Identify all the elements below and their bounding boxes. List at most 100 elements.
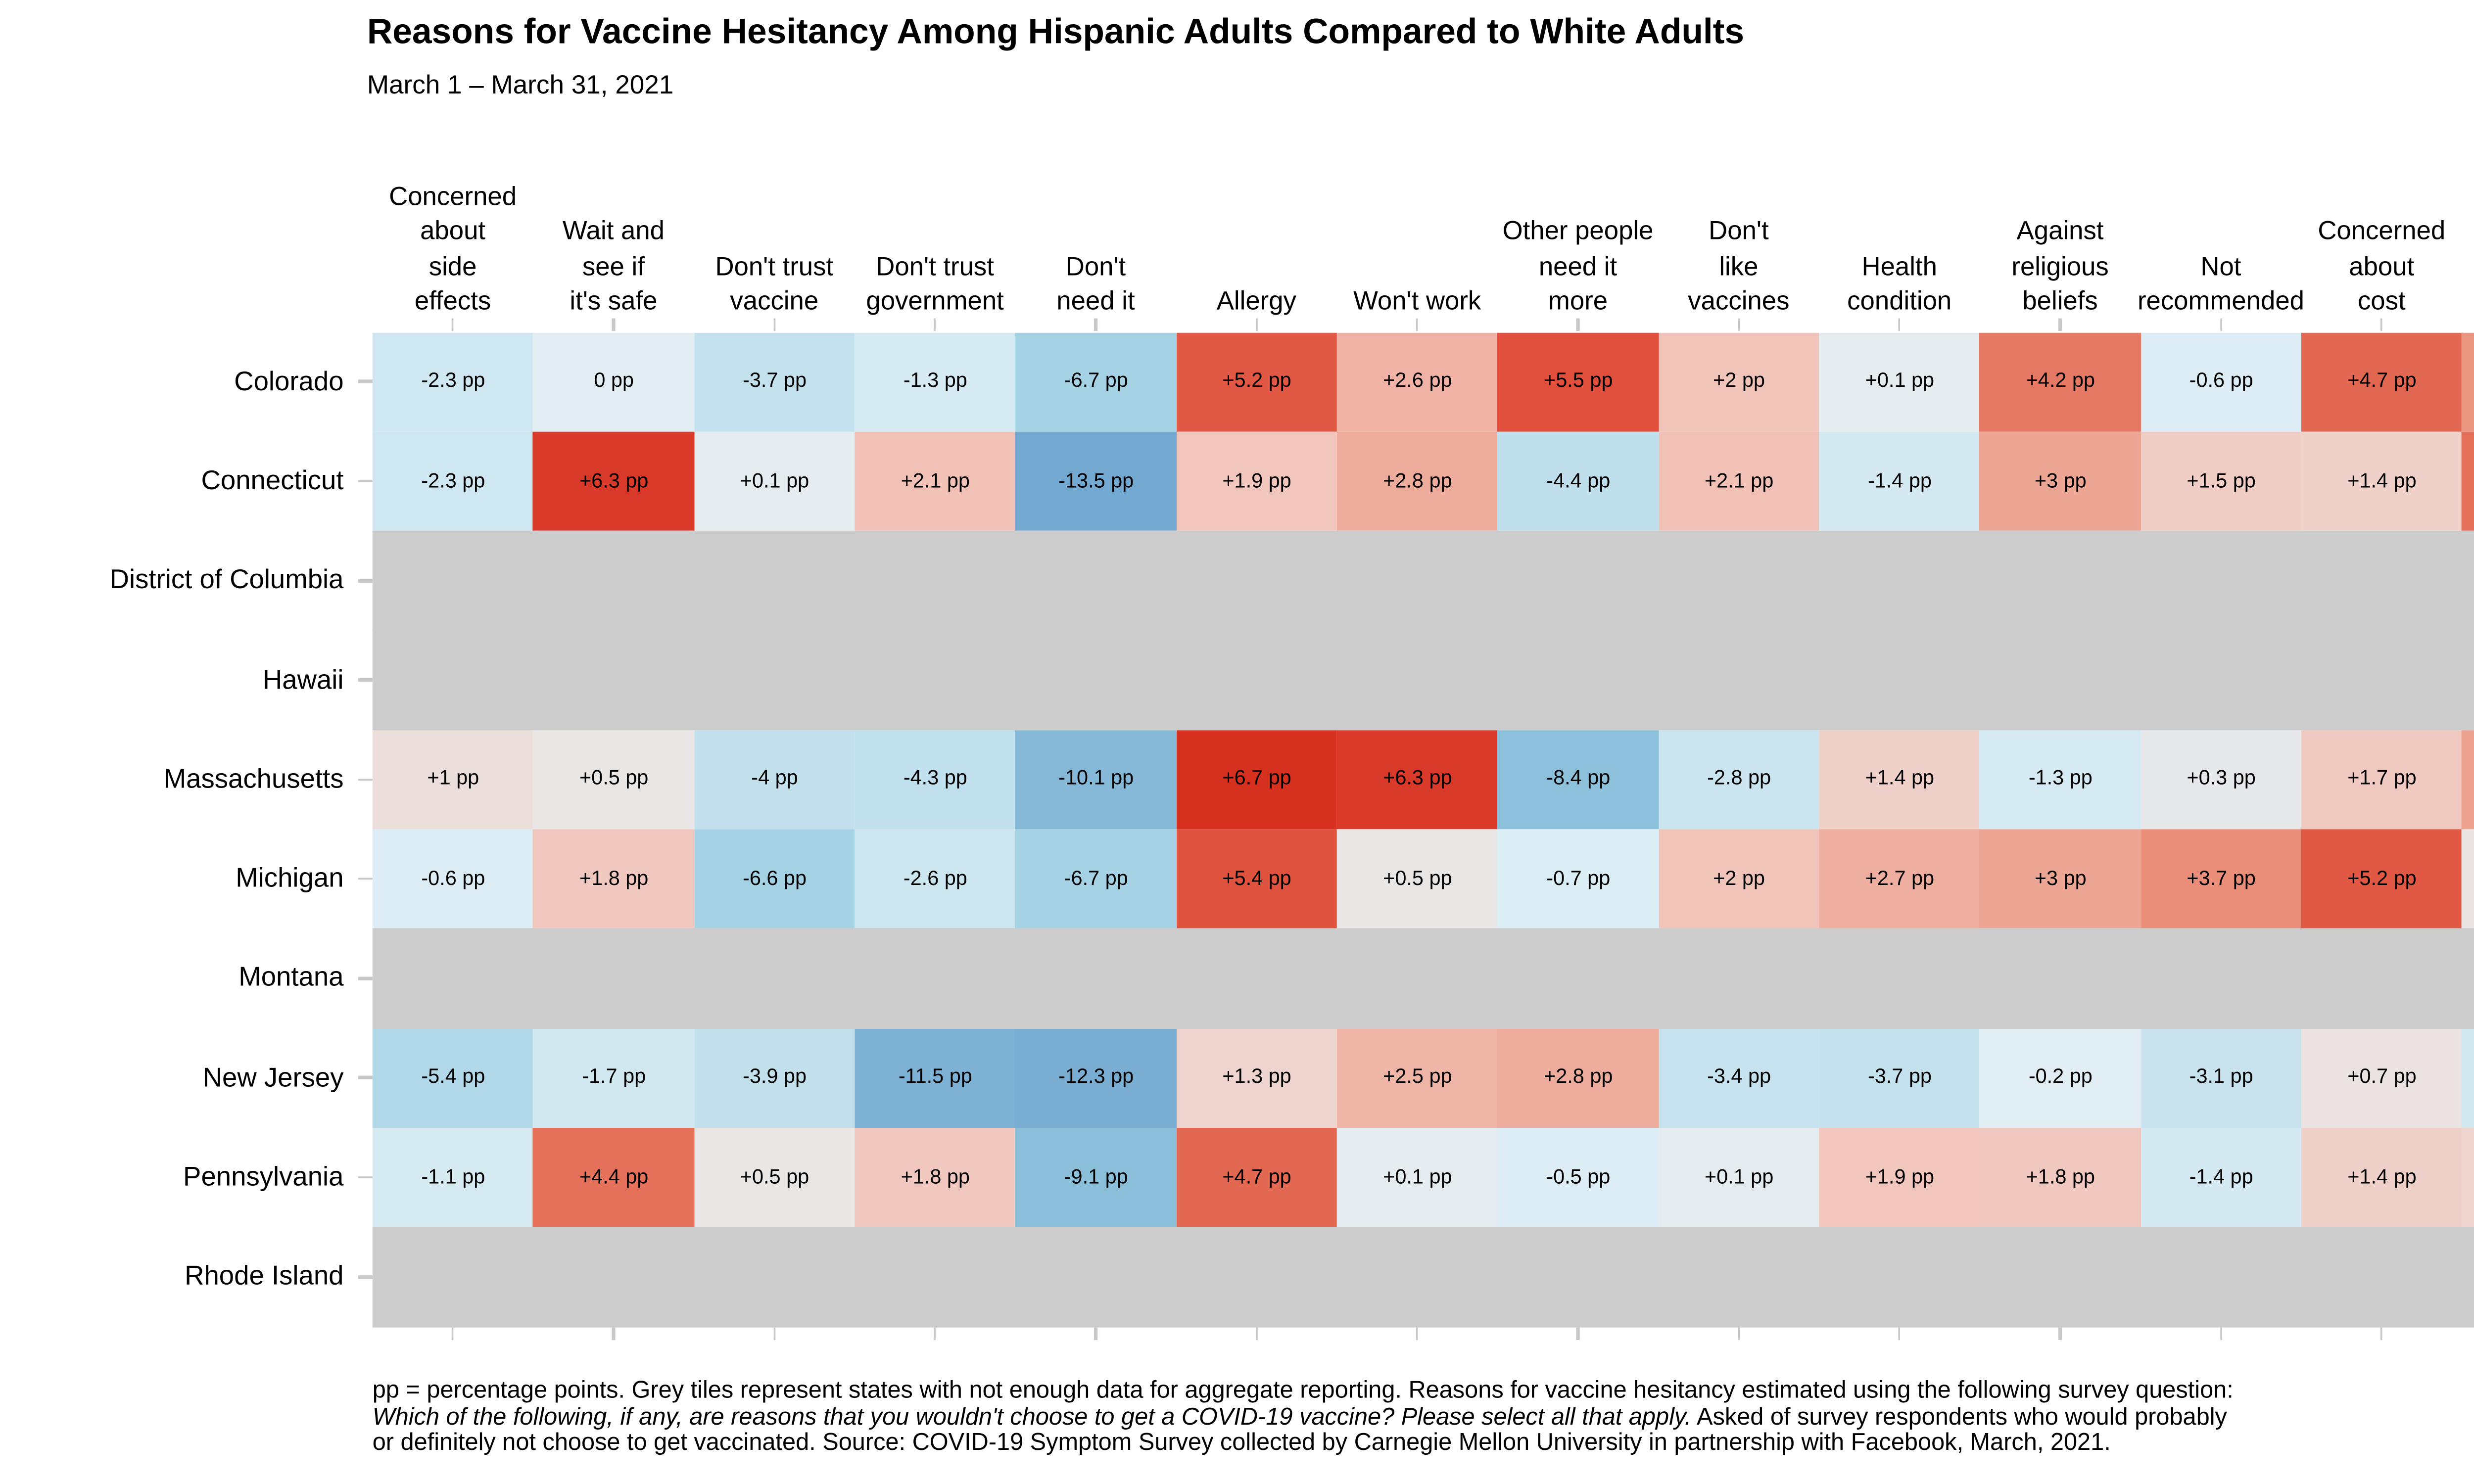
heatmap-cell: +3.7 pp (2141, 829, 2302, 929)
heatmap-cell: +0.1 pp (1336, 1127, 1499, 1228)
axis-tick-top (772, 317, 776, 331)
heatmap-cell: -2.6 pp (855, 829, 1016, 929)
col-header-line: Don't trust (715, 253, 834, 282)
col-header-line: Concerned (2318, 218, 2446, 247)
no-data-band (372, 928, 2474, 1029)
axis-tick-left (358, 678, 372, 682)
axis-tick-bottom (2219, 1326, 2223, 1341)
cell-value: -1.4 pp (1867, 470, 1932, 492)
col-header: Concerned about side effects (341, 182, 565, 320)
row-label: District of Columbia (109, 565, 344, 596)
heatmap-cell: +0.5 pp (1336, 829, 1499, 929)
heatmap-cell: +4.7 pp (1176, 1127, 1338, 1228)
cell-value: +1.4 pp (2347, 470, 2417, 492)
axis-tick-left (358, 380, 372, 383)
col-header-line: religious (2011, 253, 2109, 282)
heatmap-cell: -2.8 pp (1658, 730, 1820, 830)
heatmap-cell: +3.5 pp (2462, 331, 2474, 432)
cell-value: +2.7 pp (1865, 868, 1935, 890)
cell-value: +2.8 pp (1383, 470, 1452, 492)
col-header-line: condition (1847, 287, 1952, 317)
cell-value: -9.1 pp (1064, 1166, 1128, 1189)
col-header-line: vaccines (1688, 287, 1790, 317)
footnote-line-2: Which of the following, if any, are reas… (372, 1402, 2227, 1430)
axis-tick-left (358, 1275, 372, 1279)
heatmap-cell: +0.1 pp (694, 431, 856, 532)
col-header-line: Don't (1065, 253, 1126, 282)
axis-tick-left (358, 579, 372, 582)
row-label: Colorado (234, 366, 344, 397)
heatmap-cell: +1.7 pp (2301, 730, 2463, 830)
cell-value: -11.5 pp (898, 1067, 972, 1089)
cell-value: -0.2 pp (2028, 1067, 2093, 1089)
cell-value: -1.1 pp (421, 1166, 485, 1189)
cell-value: -3.9 pp (743, 1067, 807, 1089)
heatmap-cell: +1.8 pp (1980, 1127, 2141, 1228)
col-header-line: Allergy (1216, 287, 1296, 317)
cell-value: +3 pp (2034, 470, 2087, 492)
cell-value: +1.5 pp (2187, 470, 2256, 492)
col-header-line: Wait and (562, 218, 665, 247)
heatmap-cell: +6.7 pp (1176, 730, 1338, 830)
axis-tick-top (1255, 317, 1258, 331)
row-label: Massachusetts (163, 764, 344, 795)
heatmap-cell: +3.1 pp (2462, 730, 2474, 830)
cell-value: +2.6 pp (1383, 371, 1452, 393)
col-header: Health condition (1788, 251, 2011, 321)
heatmap-cell: -9.1 pp (1015, 1127, 1177, 1228)
col-header-line: beliefs (2022, 287, 2098, 317)
heatmap-cell: -0.7 pp (1497, 829, 1659, 929)
heatmap-cell: -6.7 pp (1015, 829, 1177, 929)
col-header-line: see if (582, 253, 645, 282)
heatmap-cell: +5.2 pp (2301, 829, 2463, 929)
chart-footnote: pp = percentage points. Grey tiles repre… (372, 1376, 2234, 1456)
cell-value: +5.2 pp (1222, 371, 1291, 393)
cell-value: +4.4 pp (579, 1166, 649, 1189)
heatmap-cell: +1.5 pp (2141, 431, 2302, 532)
heatmap-cell: -4 pp (694, 730, 856, 830)
cell-value: +1.4 pp (2347, 1166, 2417, 1189)
heatmap-cell: +4.2 pp (1980, 331, 2141, 432)
col-header-line: Against (2016, 218, 2104, 247)
cell-value: -6.7 pp (1064, 868, 1128, 890)
heatmap-cell: -3.7 pp (694, 331, 856, 432)
col-header-line: about (2349, 253, 2415, 282)
col-header: Won't work (1306, 285, 1529, 320)
axis-tick-top (1898, 317, 1901, 331)
cell-value: -4.3 pp (903, 769, 967, 791)
footnote-line-1: pp = percentage points. Grey tiles repre… (372, 1376, 2234, 1403)
cell-value: -1.3 pp (2028, 769, 2093, 791)
cell-value: -0.6 pp (421, 868, 485, 890)
cell-value: -3.4 pp (1707, 1067, 1771, 1089)
col-header: Don't trust vaccine (663, 251, 886, 321)
cell-value: -2.8 pp (1707, 769, 1771, 791)
heatmap-cell: -11.5 pp (855, 1028, 1016, 1128)
cell-value: +0.3 pp (2187, 769, 2256, 791)
heatmap-cell: +2.1 pp (1658, 431, 1820, 532)
cell-value: +1.8 pp (2026, 1166, 2095, 1189)
axis-tick-left (358, 1076, 372, 1079)
cell-value: +6.7 pp (1222, 769, 1291, 791)
col-header: Not recommended (2109, 251, 2332, 321)
heatmap-cell: -12.3 pp (1015, 1028, 1177, 1128)
heatmap-cell: -1.3 pp (855, 331, 1016, 432)
heatmap-cell: +2.7 pp (1819, 829, 1981, 929)
footnote-survey-question: Which of the following, if any, are reas… (372, 1402, 1692, 1430)
axis-tick-top (1094, 317, 1097, 331)
heatmap-cell: +1 pp (372, 730, 534, 830)
col-header-line: side (428, 253, 477, 282)
heatmap-cell: -1.7 pp (533, 1028, 695, 1128)
row-label: Montana (238, 963, 344, 994)
col-header-line: Pregnancy (2431, 285, 2474, 320)
axis-tick-left (358, 877, 372, 881)
cell-value: -5.4 pp (421, 1067, 485, 1089)
axis-tick-bottom (1255, 1326, 1258, 1341)
row-label: New Jersey (202, 1063, 344, 1093)
axis-tick-left (358, 1176, 372, 1179)
cell-value: -10.1 pp (1058, 769, 1134, 791)
col-header-line: effects (414, 287, 491, 317)
cell-value: +1.8 pp (579, 868, 649, 890)
row-label: Rhode Island (185, 1261, 344, 1293)
axis-tick-top (2219, 317, 2223, 331)
axis-tick-top (2058, 317, 2062, 331)
